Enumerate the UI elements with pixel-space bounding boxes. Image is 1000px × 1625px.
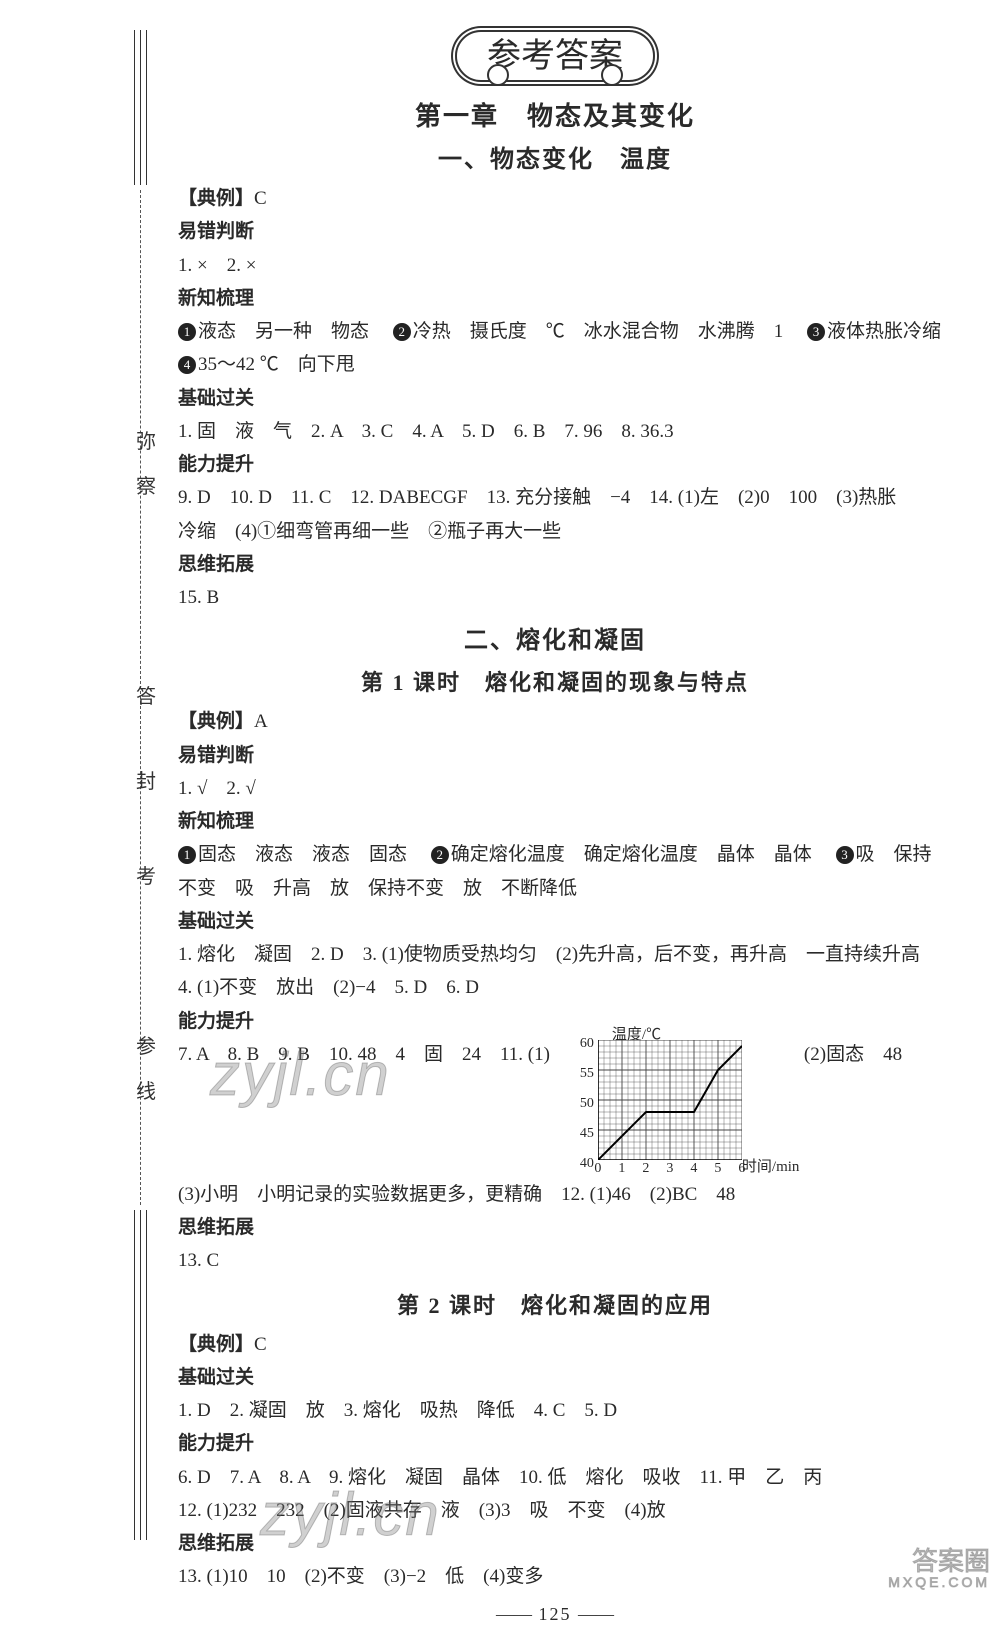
example-ans: C <box>254 188 267 209</box>
siwei-line: 13. (1)10 10 (2)不变 (3)−2 低 (4)变多 <box>178 1560 970 1593</box>
siwei-head: 思维拓展 <box>178 548 970 581</box>
title-text: 参考答案 <box>455 30 655 82</box>
section-2-body: 【典例】A 易错判断 1. √ 2. √ 新知梳理 1固态 液态 液态 固态 2… <box>178 705 970 1277</box>
section-1-body: 【典例】C 易错判断 1. × 2. × 新知梳理 1液态 另一种 物态 2冷热… <box>178 182 970 614</box>
jichu-line: 1. 固 液 气 2. A 3. C 4. A 5. D 6. B 7. 96 … <box>178 415 970 448</box>
circled-2-icon: 2 <box>393 323 411 341</box>
err-head: 易错判断 <box>178 739 970 772</box>
circled-2-icon: 2 <box>431 846 449 864</box>
xinzhi-line-1: 1液态 另一种 物态 2冷热 摄氏度 ℃ 冰水混合物 水沸腾 1 3液体热胀冷缩 <box>178 315 970 348</box>
page-number: —— 125 —— <box>140 1604 970 1625</box>
circled-1-icon: 1 <box>178 323 196 341</box>
nengli-head: 能力提升 <box>178 1427 970 1460</box>
err-line: 1. √ 2. √ <box>178 772 970 805</box>
jichu-line: 1. D 2. 凝固 放 3. 熔化 吸热 降低 4. C 5. D <box>178 1394 970 1427</box>
example-head: 【典例】 <box>178 1334 254 1355</box>
siwei-line: 13. C <box>178 1244 970 1277</box>
example-ans: C <box>254 1334 267 1355</box>
siwei-head: 思维拓展 <box>178 1527 970 1560</box>
xinzhi-line-1: 1固态 液态 液态 固态 2确定熔化温度 确定熔化温度 晶体 晶体 3吸 保持 <box>178 838 970 871</box>
jichu-line-1: 1. 熔化 凝固 2. D 3. (1)使物质受热均匀 (2)先升高，后不变，再… <box>178 938 970 971</box>
chart-x-label: 时间/min <box>742 1154 800 1180</box>
xinzhi-line-2: 不变 吸 升高 放 保持不变 放 不断降低 <box>178 872 970 905</box>
section-2-title: 二、熔化和凝固 <box>140 620 970 655</box>
example-head: 【典例】 <box>178 188 254 209</box>
xinzhi-head: 新知梳理 <box>178 805 970 838</box>
lesson-2-title: 第 2 课时 熔化和凝固的应用 <box>140 1288 970 1320</box>
circled-1-icon: 1 <box>178 846 196 864</box>
circled-4-icon: 4 <box>178 356 196 374</box>
chart-svg <box>598 1040 742 1160</box>
title-bubble: 参考答案 <box>425 30 685 82</box>
xinzhi-head: 新知梳理 <box>178 282 970 315</box>
jichu-head: 基础过关 <box>178 382 970 415</box>
nengli-line-2: 冷缩 (4)①细弯管再细一些 ②瓶子再大一些 <box>178 515 970 548</box>
chapter-title: 第一章 物态及其变化 <box>140 96 970 133</box>
siwei-head: 思维拓展 <box>178 1211 970 1244</box>
corner-logo: 答案圈 MXQE.COM <box>888 1548 990 1590</box>
nengli-line-1: 9. D 10. D 11. C 12. DABECGF 13. 充分接触 −4… <box>178 481 970 514</box>
jichu-head: 基础过关 <box>178 905 970 938</box>
circled-3-icon: 3 <box>836 846 854 864</box>
nengli-head: 能力提升 <box>178 448 970 481</box>
jichu-head: 基础过关 <box>178 1361 970 1394</box>
nengli-line-1: 7. A 8. B 9. B 10. 48 4 固 24 11. (1) 温度/… <box>178 1038 970 1178</box>
nengli-line-1: 6. D 7. A 8. A 9. 熔化 凝固 晶体 10. 低 熔化 吸收 1… <box>178 1461 970 1494</box>
page-content: 参考答案 第一章 物态及其变化 一、物态变化 温度 【典例】C 易错判断 1. … <box>140 30 970 1625</box>
section-1-title: 一、物态变化 温度 <box>140 139 970 174</box>
err-head: 易错判断 <box>178 215 970 248</box>
xinzhi-line-2: 435～42 ℃ 向下甩 <box>178 348 970 381</box>
example-head: 【典例】 <box>178 711 254 732</box>
example-ans: A <box>254 711 268 732</box>
lesson-1-title: 第 1 课时 熔化和凝固的现象与特点 <box>140 665 970 697</box>
jichu-line-2: 4. (1)不变 放出 (2)−4 5. D 6. D <box>178 971 970 1004</box>
siwei-line: 15. B <box>178 581 970 614</box>
circled-3-icon: 3 <box>807 323 825 341</box>
err-line: 1. × 2. × <box>178 249 970 282</box>
temperature-chart: 温度/℃ 时间/min 40455055600123456 <box>554 1038 764 1178</box>
nengli-line-2: (3)小明 小明记录的实验数据更多，更精确 12. (1)46 (2)BC 48 <box>178 1178 970 1211</box>
nengli-line-2: 12. (1)232 232 (2)固液共存 液 (3)3 吸 不变 (4)放 <box>178 1494 970 1527</box>
section-3-body: 【典例】C 基础过关 1. D 2. 凝固 放 3. 熔化 吸热 降低 4. C… <box>178 1328 970 1594</box>
